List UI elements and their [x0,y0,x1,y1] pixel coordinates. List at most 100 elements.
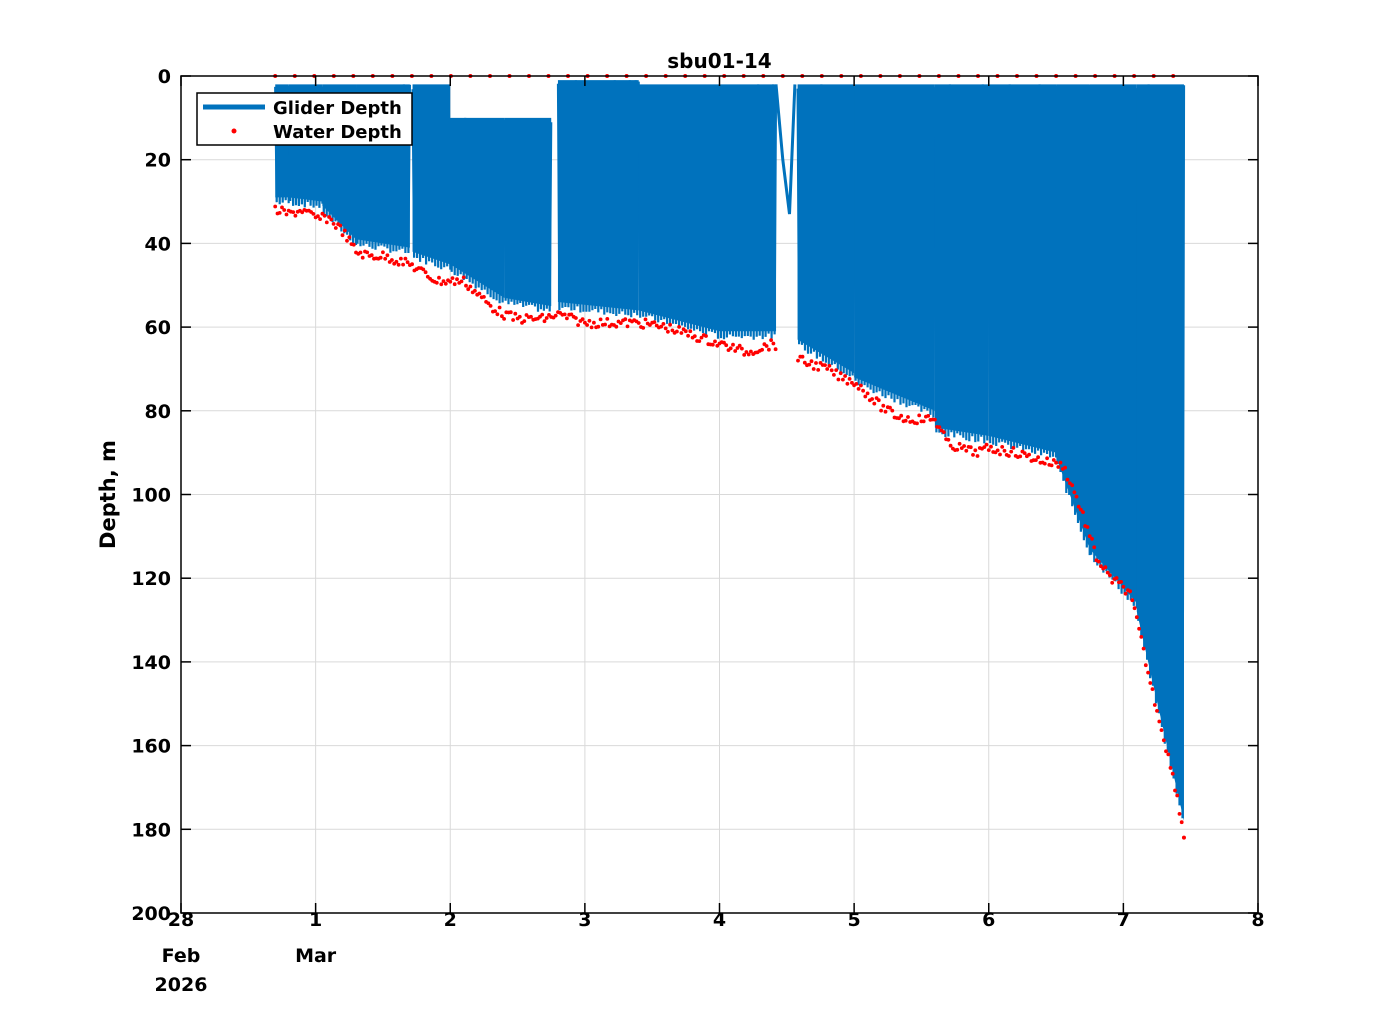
water-depth-point [1027,452,1031,457]
water-depth-point [589,325,594,330]
water-depth-point [688,329,693,334]
water-depth-point [291,210,296,215]
y-tick-label: 0 [158,66,171,88]
water-depth-point [450,276,455,280]
water-depth-point [1173,788,1177,793]
water-depth-point [508,310,513,315]
water-depth-point [1119,580,1123,584]
water-depth-point [399,256,403,261]
water-depth-point [847,377,852,381]
x-tick-label: 28 [168,909,194,931]
glider-transit-dip [774,84,797,215]
glider-depth-band [557,80,639,311]
water-depth-point [1114,576,1119,580]
water-depth-point [1134,615,1139,620]
water-depth-point [1081,510,1085,514]
water-depth-point [333,226,338,230]
water-depth-point [542,319,547,324]
water-depth-point [587,318,592,323]
water-depth-point [1103,565,1108,570]
water-depth-point [1155,709,1159,713]
water-depth-point [1110,580,1115,585]
water-depth-point [710,342,715,347]
water-depth-point [461,275,466,280]
water-depth-point [829,368,834,373]
water-depth-point [1130,598,1135,603]
y-tick-label: 200 [131,903,171,925]
water-depth-point [1034,458,1038,462]
water-depth-point [800,354,805,359]
water-depth-point [383,256,388,261]
water-depth-point [986,448,991,452]
water-depth-point [439,282,444,287]
y-axis-label: Depth, m [96,440,120,549]
water-depth-point [641,326,646,330]
water-depth-point [358,250,363,255]
water-depth-point [401,262,405,267]
water-depth-point [1054,460,1058,465]
water-depth-point [405,260,410,265]
water-depth-point [614,324,619,329]
water-depth-point [823,363,827,367]
water-depth-point [733,349,738,353]
water-depth-point [1179,820,1184,825]
water-depth-point [477,291,482,296]
water-depth-point [1051,458,1056,462]
water-depth-point [666,329,670,334]
water-depth-point [1018,454,1023,459]
water-depth-point [513,311,518,316]
water-depth-point [385,253,390,258]
water-depth-point [675,329,679,334]
water-depth-point [486,301,491,306]
water-depth-point [565,316,569,321]
water-depth-point [466,287,471,292]
water-depth-point [989,444,993,449]
x-tick-label: 3 [578,909,591,931]
x-tick-label: 7 [1117,909,1130,931]
x-tick-label: 8 [1251,909,1264,931]
glider-depth-band [1089,84,1137,604]
water-depth-point [679,331,684,335]
x-tick-sublabel: Mar [295,945,337,967]
water-depth-point [1137,626,1141,631]
water-depth-point [1175,793,1180,798]
water-depth-point [861,388,865,393]
water-depth-point [500,314,504,319]
water-depth-point [1058,460,1063,465]
water-depth-point [879,408,883,413]
axis-ticks [180,75,1259,914]
water-depth-point [331,222,336,226]
water-depth-point [1121,584,1126,589]
water-depth-point [859,383,863,388]
water-depth-point [605,317,610,321]
water-depth-point [704,334,708,338]
water-depth-point [1157,719,1162,724]
water-depth-point [1166,752,1171,757]
water-depth-point [497,305,502,310]
water-depth-point [280,205,284,210]
water-depth-point [1085,525,1090,529]
water-depth-point [1096,559,1101,564]
water-depth-point [282,208,287,212]
water-depth-point [670,328,675,333]
water-depth-point [1042,461,1047,466]
water-depth-point [576,323,580,327]
water-depth-point [845,381,850,386]
water-depth-point [351,242,356,247]
water-depth-point [1087,534,1092,539]
water-depth-point [863,394,868,399]
water-depth-point [1036,455,1040,460]
water-depth-point [623,317,628,322]
water-depth-point [1022,451,1027,455]
water-depth-point [482,295,486,299]
water-depth-point [767,347,771,352]
water-depth-point [1177,812,1182,816]
water-depth-point [316,214,320,219]
water-depth-point [1123,591,1128,596]
water-depth-point [643,317,648,322]
water-depth-point [841,377,845,382]
water-depth-point [982,445,987,449]
water-depth-point [946,437,951,442]
water-depth-point [915,421,919,426]
